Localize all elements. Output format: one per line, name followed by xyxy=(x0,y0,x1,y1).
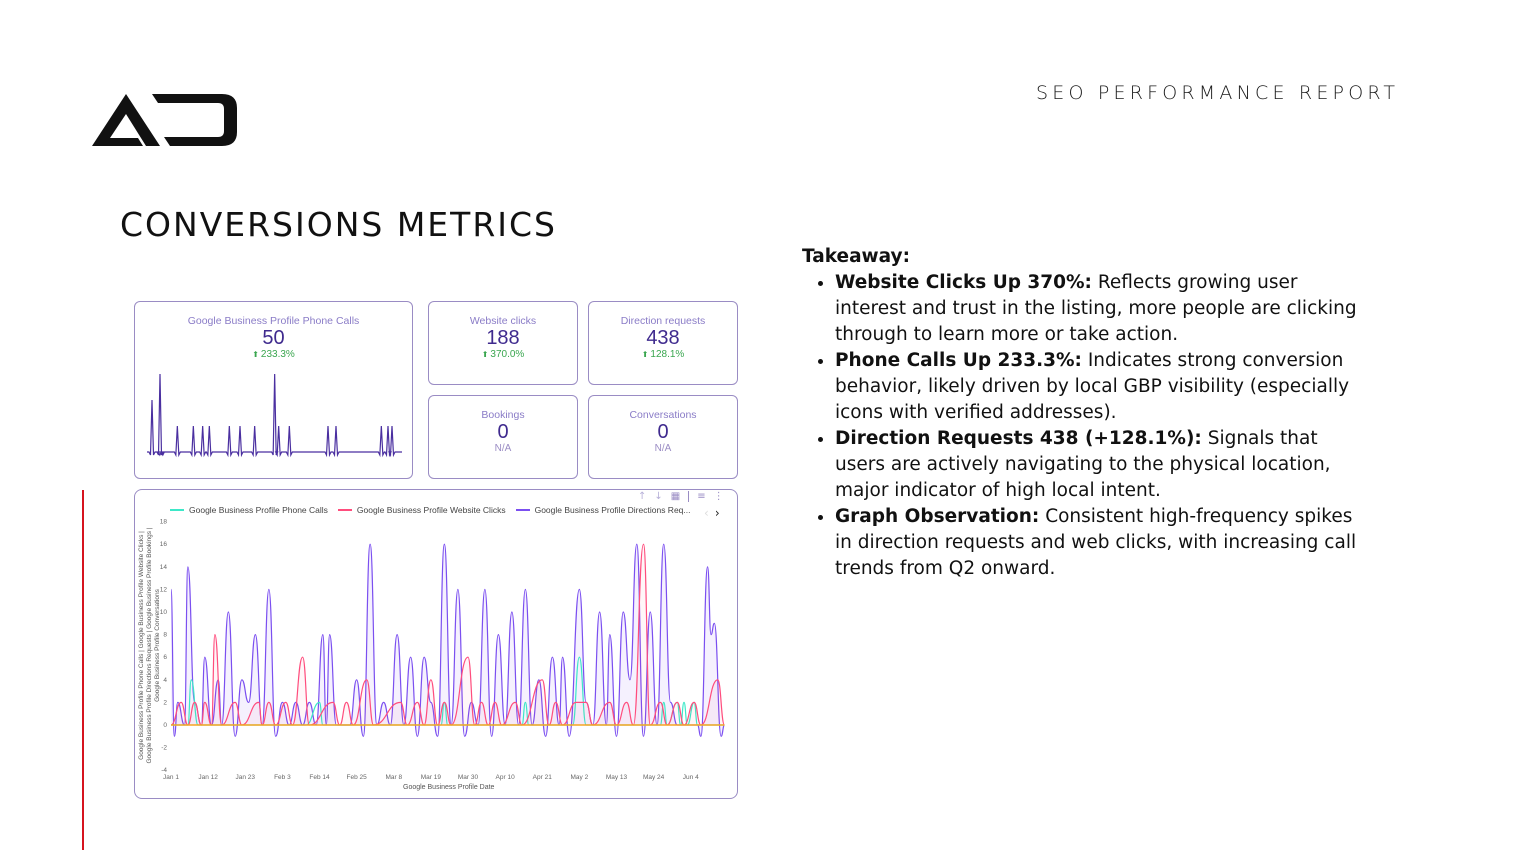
more-options-icon[interactable]: ⋮ xyxy=(713,491,724,502)
legend-item-website-clicks[interactable]: Google Business Profile Website Clicks xyxy=(337,505,506,515)
legend-item-phone-calls[interactable]: Google Business Profile Phone Calls xyxy=(170,505,328,515)
scorecard-label: Google Business Profile Phone Calls xyxy=(187,315,360,327)
legend-pager: ‹ › xyxy=(704,506,720,520)
y-axis-label: Google Business Profile Phone Calls | Go… xyxy=(138,527,161,764)
takeaway-list: Website Clicks Up 370%: Reflects growing… xyxy=(802,270,1362,582)
takeaway-heading: Takeaway: xyxy=(802,246,911,267)
scorecard-conversations[interactable]: Conversations 0 N/A xyxy=(588,395,738,479)
chevron-left-icon[interactable]: ‹ xyxy=(704,506,709,520)
scorecard-delta: N/A xyxy=(654,443,672,454)
filter-icon[interactable]: ≡ xyxy=(697,491,706,502)
scorecard-value: 438 xyxy=(646,327,680,349)
takeaway-panel: Takeaway: Website Clicks Up 370%: Reflec… xyxy=(802,244,1362,582)
time-series-chart-card[interactable] xyxy=(134,489,738,799)
takeaway-item: Direction Requests 438 (+128.1%): Signal… xyxy=(835,426,1362,504)
report-title: SEO PERFORMANCE REPORT xyxy=(1036,82,1400,104)
arrow-up-icon: ⬆ xyxy=(252,350,259,359)
legend-item-directions[interactable]: Google Business Profile Directions Req..… xyxy=(515,505,690,515)
chart-options-icon[interactable]: ▦ xyxy=(670,491,681,502)
page-title: CONVERSIONS METRICS xyxy=(120,205,557,244)
scorecard-delta: ⬆ 370.0% xyxy=(481,349,525,360)
takeaway-item: Phone Calls Up 233.3%: Indicates strong … xyxy=(835,348,1362,426)
chart-toolbar: ↑ ↓ ▦ ≡ ⋮ xyxy=(638,491,724,502)
scorecard-delta: ⬆ 233.3% xyxy=(252,349,295,360)
chart-legend: Google Business Profile Phone Calls Goog… xyxy=(170,505,690,515)
scorecard-label: Website clicks xyxy=(469,315,537,327)
scorecard-value: 0 xyxy=(657,421,669,443)
scorecard-direction-requests[interactable]: Direction requests 438 ⬆ 128.1% xyxy=(588,301,738,385)
scorecard-website-clicks[interactable]: Website clicks 188 ⬆ 370.0% xyxy=(428,301,578,385)
takeaway-item: Website Clicks Up 370%: Reflects growing… xyxy=(835,270,1362,348)
scorecard-value: 188 xyxy=(486,327,520,349)
scorecard-label: Direction requests xyxy=(620,315,706,327)
legend-swatch xyxy=(337,509,352,511)
scorecard-phone-calls[interactable]: Google Business Profile Phone Calls 50 ⬆… xyxy=(134,301,413,479)
sort-descending-icon[interactable]: ↓ xyxy=(654,491,663,502)
arrow-up-icon: ⬆ xyxy=(641,350,649,359)
x-axis-label: Google Business Profile Date xyxy=(403,784,495,791)
chevron-right-icon[interactable]: › xyxy=(714,506,720,520)
scorecard-delta: N/A xyxy=(494,443,512,454)
legend-swatch xyxy=(170,509,184,511)
sort-ascending-icon[interactable]: ↑ xyxy=(638,491,647,502)
phone-calls-sparkline xyxy=(147,373,402,458)
scorecard-delta: ⬆ 128.1% xyxy=(641,349,685,360)
takeaway-item: Graph Observation: Consistent high-frequ… xyxy=(835,504,1362,582)
scorecard-label: Conversations xyxy=(629,409,697,421)
scorecard-bookings[interactable]: Bookings 0 N/A xyxy=(428,395,578,479)
scorecard-label: Bookings xyxy=(481,409,525,421)
scorecard-value: 50 xyxy=(262,327,285,349)
legend-swatch xyxy=(515,509,530,511)
arrow-up-icon: ⬆ xyxy=(481,350,489,359)
red-divider xyxy=(82,490,84,850)
scorecard-value: 0 xyxy=(497,421,509,443)
ao-logo-icon xyxy=(92,94,237,146)
toolbar-divider xyxy=(688,491,690,502)
